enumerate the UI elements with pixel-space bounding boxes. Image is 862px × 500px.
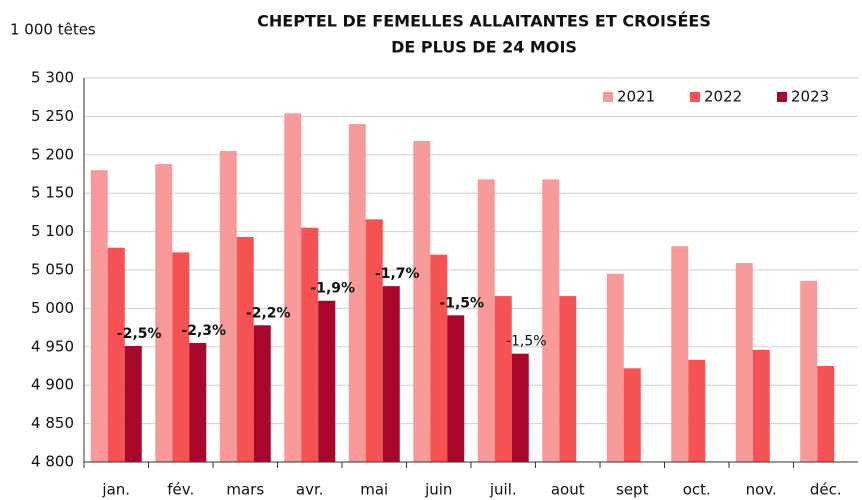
x-tick-label: mars [226, 481, 264, 499]
y-tick-label: 4 900 [31, 376, 74, 394]
y-tick-label: 5 200 [31, 145, 74, 163]
x-tick-label: juil. [489, 481, 517, 499]
bar [752, 349, 770, 462]
bar [606, 273, 624, 462]
bar [219, 150, 237, 462]
y-tick-label: 5 250 [31, 107, 74, 125]
bar [284, 113, 302, 462]
annotation: -1,9% [310, 281, 355, 297]
annotation: -1,7% [375, 266, 420, 282]
bar [735, 263, 753, 462]
bar [318, 300, 336, 462]
bar [413, 140, 431, 462]
y-tick-label: 4 800 [31, 453, 74, 471]
annotation: -2,2% [246, 305, 291, 321]
bar [107, 247, 125, 462]
x-tick-label: juin [424, 481, 452, 499]
x-tick-label: nov. [746, 481, 777, 499]
bar [447, 315, 465, 462]
x-tick-label: aout [551, 481, 585, 499]
y-tick-label: 5 300 [31, 69, 74, 87]
y-tick-label: 4 850 [31, 414, 74, 432]
bar [365, 219, 383, 462]
bar [800, 280, 818, 462]
bar [124, 346, 142, 462]
legend-label: 2021 [617, 88, 655, 106]
y-tick-label: 5 000 [31, 299, 74, 317]
bar [155, 164, 173, 463]
annotation: -1,5% [439, 295, 484, 311]
x-tick-label: déc. [810, 481, 842, 499]
y-tick-label: 5 050 [31, 261, 74, 279]
x-tick-label: sept [616, 481, 649, 499]
legend-label: 2023 [791, 88, 829, 106]
bar [623, 368, 641, 462]
bar [348, 124, 366, 462]
annotation: -2,3% [181, 323, 226, 339]
bar [90, 170, 108, 462]
bar [494, 296, 512, 462]
annotation: -1,5% [506, 334, 547, 350]
bar [301, 227, 319, 462]
bar [382, 286, 400, 462]
bar [671, 246, 689, 462]
bar [253, 325, 271, 462]
bar [559, 296, 577, 462]
x-tick-label: oct. [683, 481, 711, 499]
y-axis-label: 1 000 têtes [10, 21, 96, 39]
bar [430, 254, 448, 462]
bar [688, 359, 706, 462]
bar [236, 236, 254, 462]
y-tick-label: 4 950 [31, 337, 74, 355]
legend-swatch [603, 92, 613, 102]
bar [817, 366, 835, 462]
x-tick-label: jan. [101, 481, 130, 499]
x-tick-label: fév. [167, 481, 194, 499]
legend-swatch [690, 92, 700, 102]
y-tick-label: 5 150 [31, 184, 74, 202]
bar [172, 252, 190, 462]
annotation: -2,5% [117, 326, 162, 342]
x-tick-label: avr. [296, 481, 324, 499]
chart-title: CHEPTEL DE FEMELLES ALLAITANTES ET CROIS… [257, 12, 711, 31]
x-tick-label: mai [360, 481, 388, 499]
bar [189, 342, 207, 462]
bar [542, 179, 560, 462]
legend-label: 2022 [704, 88, 742, 106]
bar [477, 179, 495, 462]
y-tick-label: 5 100 [31, 222, 74, 240]
legend-swatch [777, 92, 787, 102]
chart-title: DE PLUS DE 24 MOIS [391, 38, 577, 57]
bar [511, 353, 529, 462]
